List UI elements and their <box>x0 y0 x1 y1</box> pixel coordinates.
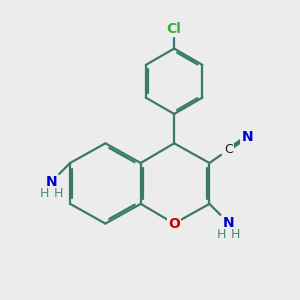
Text: H: H <box>217 228 226 241</box>
Text: H: H <box>231 228 240 241</box>
Text: H: H <box>54 187 63 200</box>
Text: C: C <box>224 143 233 156</box>
Text: H: H <box>39 187 49 200</box>
Text: N: N <box>242 130 253 144</box>
Text: Cl: Cl <box>167 22 182 36</box>
Text: N: N <box>223 216 234 230</box>
Text: N: N <box>45 175 57 189</box>
Text: O: O <box>168 217 180 231</box>
